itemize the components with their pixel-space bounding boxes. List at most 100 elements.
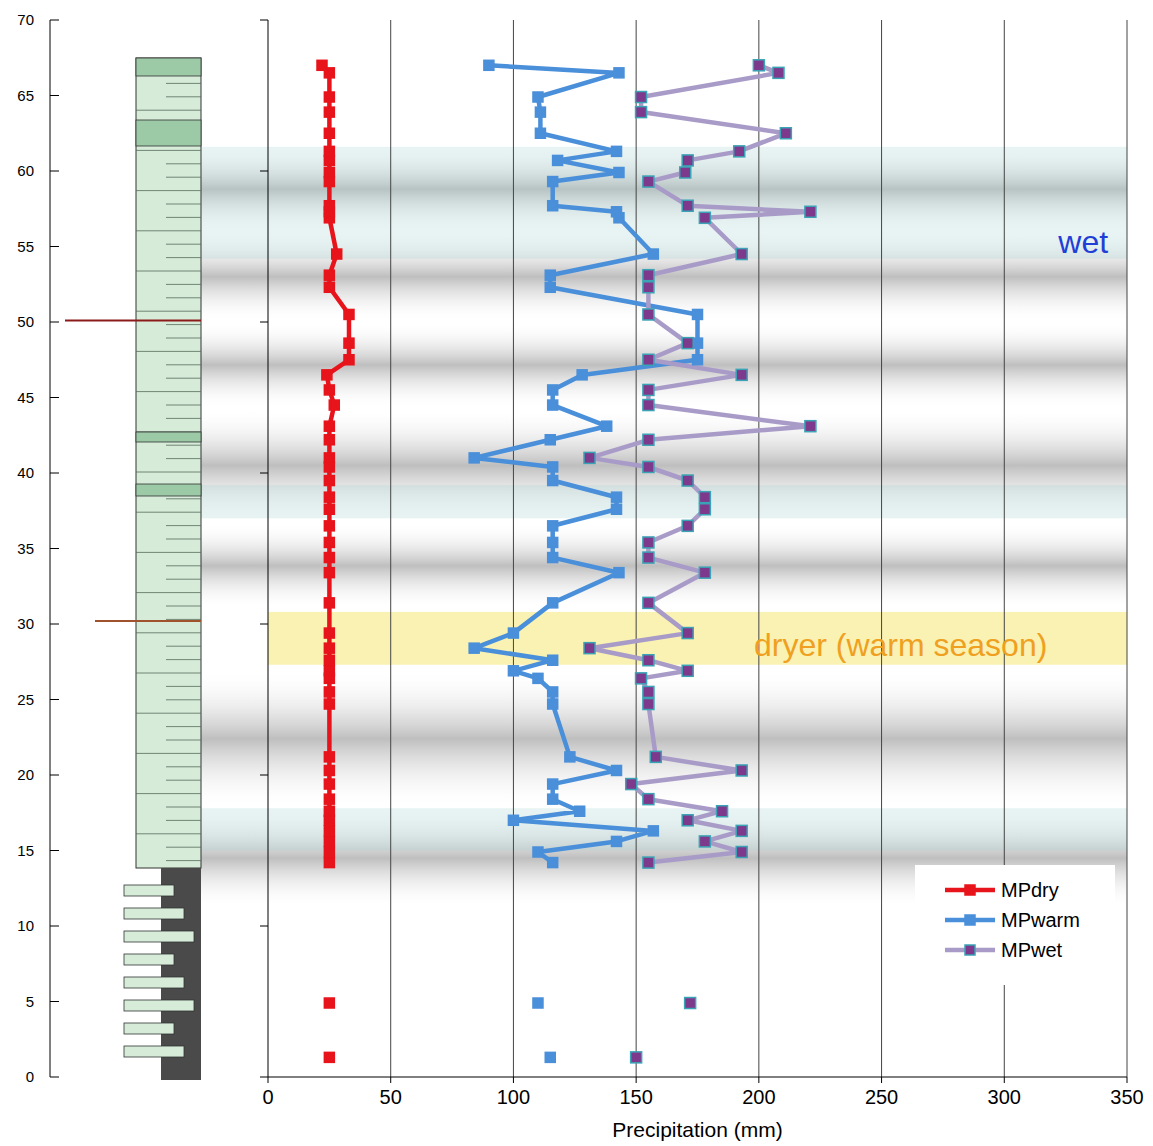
lithology-bed: [166, 807, 201, 808]
tick: [50, 95, 59, 96]
series-line: [322, 65, 349, 862]
data-point: [643, 655, 654, 666]
lithology-bed: [124, 908, 184, 919]
tick-label: 20: [17, 766, 34, 783]
data-point: [626, 779, 637, 790]
data-point: [324, 435, 334, 445]
data-point: [324, 537, 334, 547]
data-point: [643, 176, 654, 187]
data-point: [508, 666, 518, 676]
lithology-bed: [166, 525, 201, 526]
lithology-bed: [166, 565, 201, 566]
data-point: [545, 282, 555, 292]
data-point: [643, 794, 654, 805]
data-point: [643, 400, 654, 411]
data-point: [693, 309, 703, 319]
data-point: [643, 282, 654, 293]
lithology-bed: [166, 847, 201, 848]
data-point: [643, 699, 654, 710]
lithology-bed: [166, 418, 201, 419]
lithology-bed: [124, 977, 184, 988]
grid-line: [513, 20, 514, 1077]
annotation: dryer (warm season): [754, 627, 1047, 663]
tick-label: 0: [26, 1068, 34, 1085]
data-point: [612, 765, 622, 775]
data-point: [575, 806, 585, 816]
lithology-bed: [136, 592, 201, 593]
data-point: [324, 107, 334, 117]
data-point: [636, 107, 647, 118]
data-point: [508, 815, 518, 825]
wet-band: [200, 147, 1127, 259]
data-point: [324, 270, 334, 280]
tick-label: 15: [17, 842, 34, 859]
data-point: [324, 998, 334, 1008]
lithology-bed: [166, 284, 201, 285]
tick: [50, 699, 59, 700]
data-point: [545, 435, 555, 445]
lithology-bed: [136, 432, 201, 442]
data-point: [636, 92, 647, 103]
data-point: [736, 847, 747, 858]
data-point: [324, 568, 334, 578]
tick: [513, 1077, 514, 1083]
tick: [50, 1077, 59, 1078]
data-point: [548, 177, 558, 187]
data-point: [324, 146, 334, 156]
lithology-bed: [166, 163, 201, 164]
lithology-bed: [166, 606, 201, 607]
data-point: [533, 673, 543, 683]
data-point: [324, 752, 334, 762]
tick: [50, 473, 59, 474]
data-point: [324, 553, 334, 563]
data-point: [682, 475, 693, 486]
data-point: [736, 249, 747, 260]
data-point: [682, 815, 693, 826]
tick: [636, 1077, 637, 1083]
lithology-bed: [136, 391, 201, 392]
grid-line: [881, 20, 882, 1077]
lithology-bed: [136, 484, 201, 496]
data-point: [693, 338, 703, 348]
lithology-bed: [166, 579, 201, 580]
tick-label: 200: [742, 1086, 775, 1108]
lithology-bed: [136, 673, 201, 674]
tick: [260, 1077, 268, 1078]
data-point: [682, 338, 693, 349]
data-point: [324, 453, 334, 463]
lithology-bed: [124, 1023, 174, 1034]
data-point: [643, 537, 654, 548]
lithology-bed: [136, 713, 201, 714]
tick: [50, 548, 59, 549]
data-point: [584, 452, 595, 463]
lithology-bed: [166, 83, 201, 84]
tick-label: 55: [17, 238, 34, 255]
x-axis: [268, 1077, 1127, 1078]
tick-label: 0: [262, 1086, 273, 1108]
lithology-bed: [166, 820, 201, 821]
tick: [50, 775, 59, 776]
grid-line: [390, 20, 391, 1077]
lithology-bed: [136, 58, 201, 76]
data-point: [548, 779, 558, 789]
data-point: [548, 794, 558, 804]
tick: [50, 624, 59, 625]
data-point: [643, 309, 654, 320]
data-point: [324, 421, 334, 431]
legend-label: MPdry: [1001, 879, 1059, 901]
legend-box: [915, 865, 1115, 985]
tick: [50, 1001, 59, 1002]
chart: 050100150200250300350Precipitation (mm)0…: [0, 0, 1153, 1146]
data-point: [545, 270, 555, 280]
data-point: [324, 1052, 334, 1062]
lithology-bed: [136, 190, 201, 191]
tick: [50, 850, 59, 851]
data-point: [324, 476, 334, 486]
dry-band: [268, 612, 1127, 665]
data-point: [780, 128, 791, 139]
lithology-bed: [124, 954, 174, 965]
series-line: [474, 65, 697, 862]
lithology-bed: [166, 96, 201, 97]
data-point: [324, 628, 334, 638]
data-point: [614, 168, 624, 178]
